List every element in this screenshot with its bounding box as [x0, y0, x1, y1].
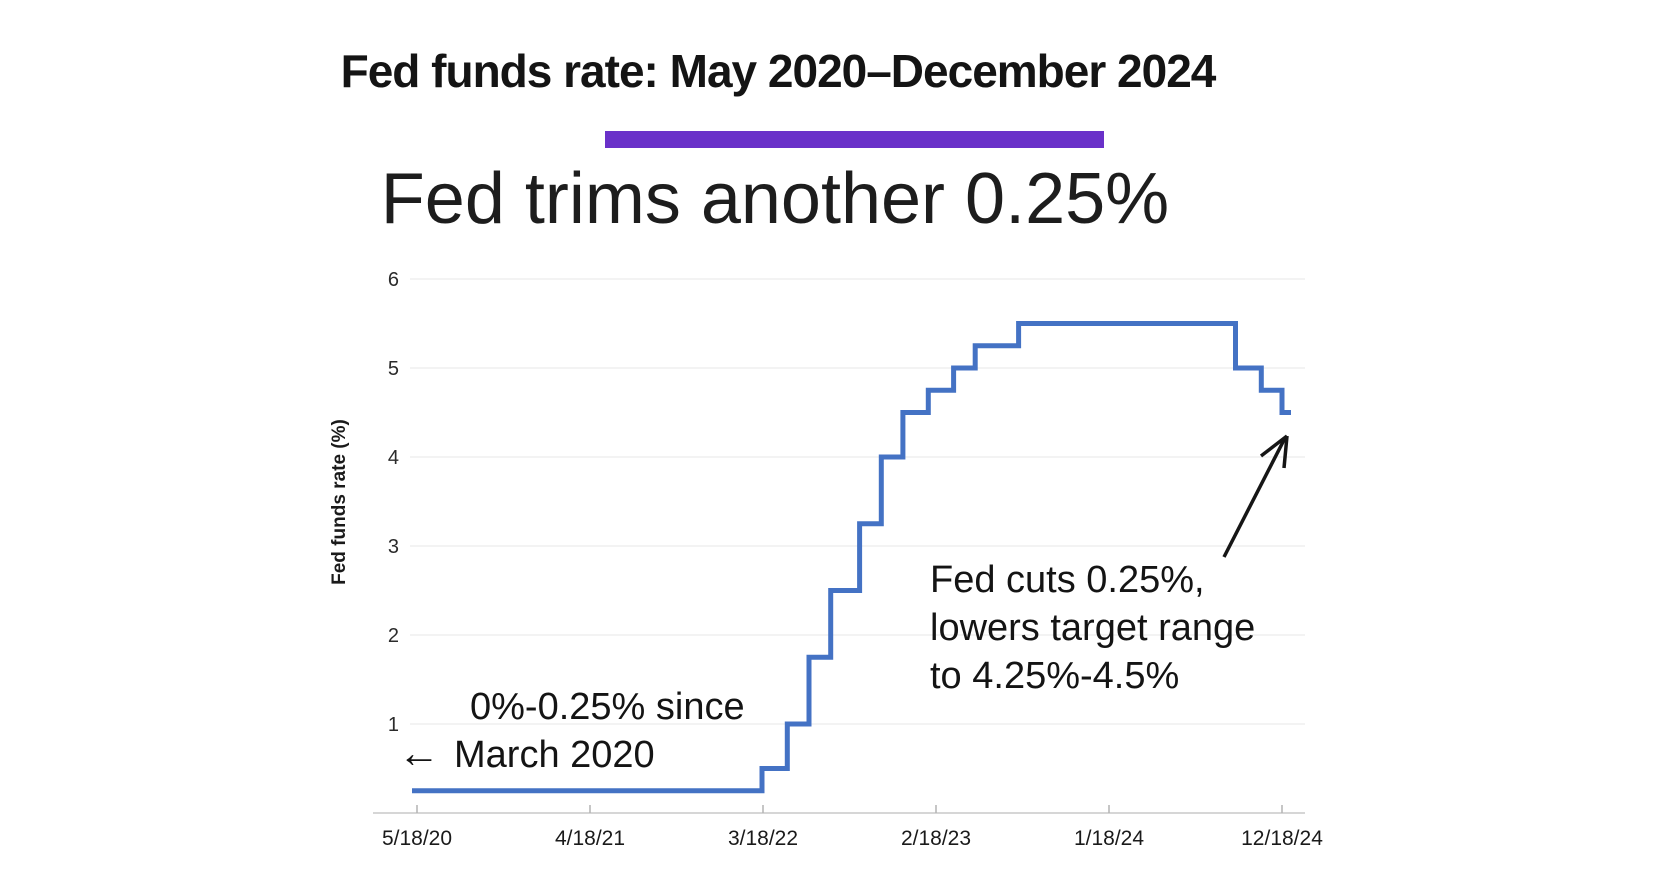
annotation-fed-cuts: Fed cuts 0.25%, lowers target range to 4…	[930, 556, 1255, 700]
x-tick-label: 1/18/24	[1074, 827, 1144, 850]
fed-funds-rate-series	[412, 321, 1291, 794]
left-arrow-icon: ←	[398, 729, 440, 776]
rate-step-line	[412, 321, 1291, 794]
annotation-arrow-up-right	[1222, 434, 1289, 558]
x-tick-label: 2/18/23	[901, 827, 971, 850]
page-title: Fed funds rate: May 2020–December 2024	[340, 45, 1217, 97]
y-axis-title: Fed funds rate (%)	[329, 419, 350, 585]
y-tick-label: 5	[388, 358, 399, 380]
annotation-text: to 4.25%-4.5%	[930, 655, 1180, 697]
annotation-text: lowers target range	[930, 607, 1256, 649]
x-tick-label: 12/18/24	[1241, 827, 1323, 850]
chart-headline: Fed trims another 0.25%	[380, 159, 1170, 239]
annotation-text: Fed cuts 0.25%,	[930, 559, 1205, 601]
y-tick-label: 4	[388, 447, 399, 469]
x-tick-label: 3/18/22	[728, 827, 798, 850]
gridlines: 1 2 3 4 5 6	[388, 269, 1305, 736]
axes: 5/18/20 4/18/21 3/18/22 2/18/23 1/18/24 12/18…	[329, 419, 1323, 850]
accent-divider-bar	[605, 131, 1104, 148]
x-tick-label: 5/18/20	[382, 827, 452, 850]
y-tick-label: 1	[388, 714, 399, 736]
annotation-zero-rate: 0%-0.25% since ← March 2020	[398, 684, 745, 778]
y-tick-label: 3	[388, 536, 399, 558]
annotation-text: 0%-0.25% since	[470, 686, 745, 728]
y-tick-label: 2	[388, 625, 399, 647]
annotation-text: March 2020	[454, 734, 655, 776]
x-tick-label: 4/18/21	[555, 827, 625, 850]
y-tick-label: 6	[388, 269, 399, 291]
